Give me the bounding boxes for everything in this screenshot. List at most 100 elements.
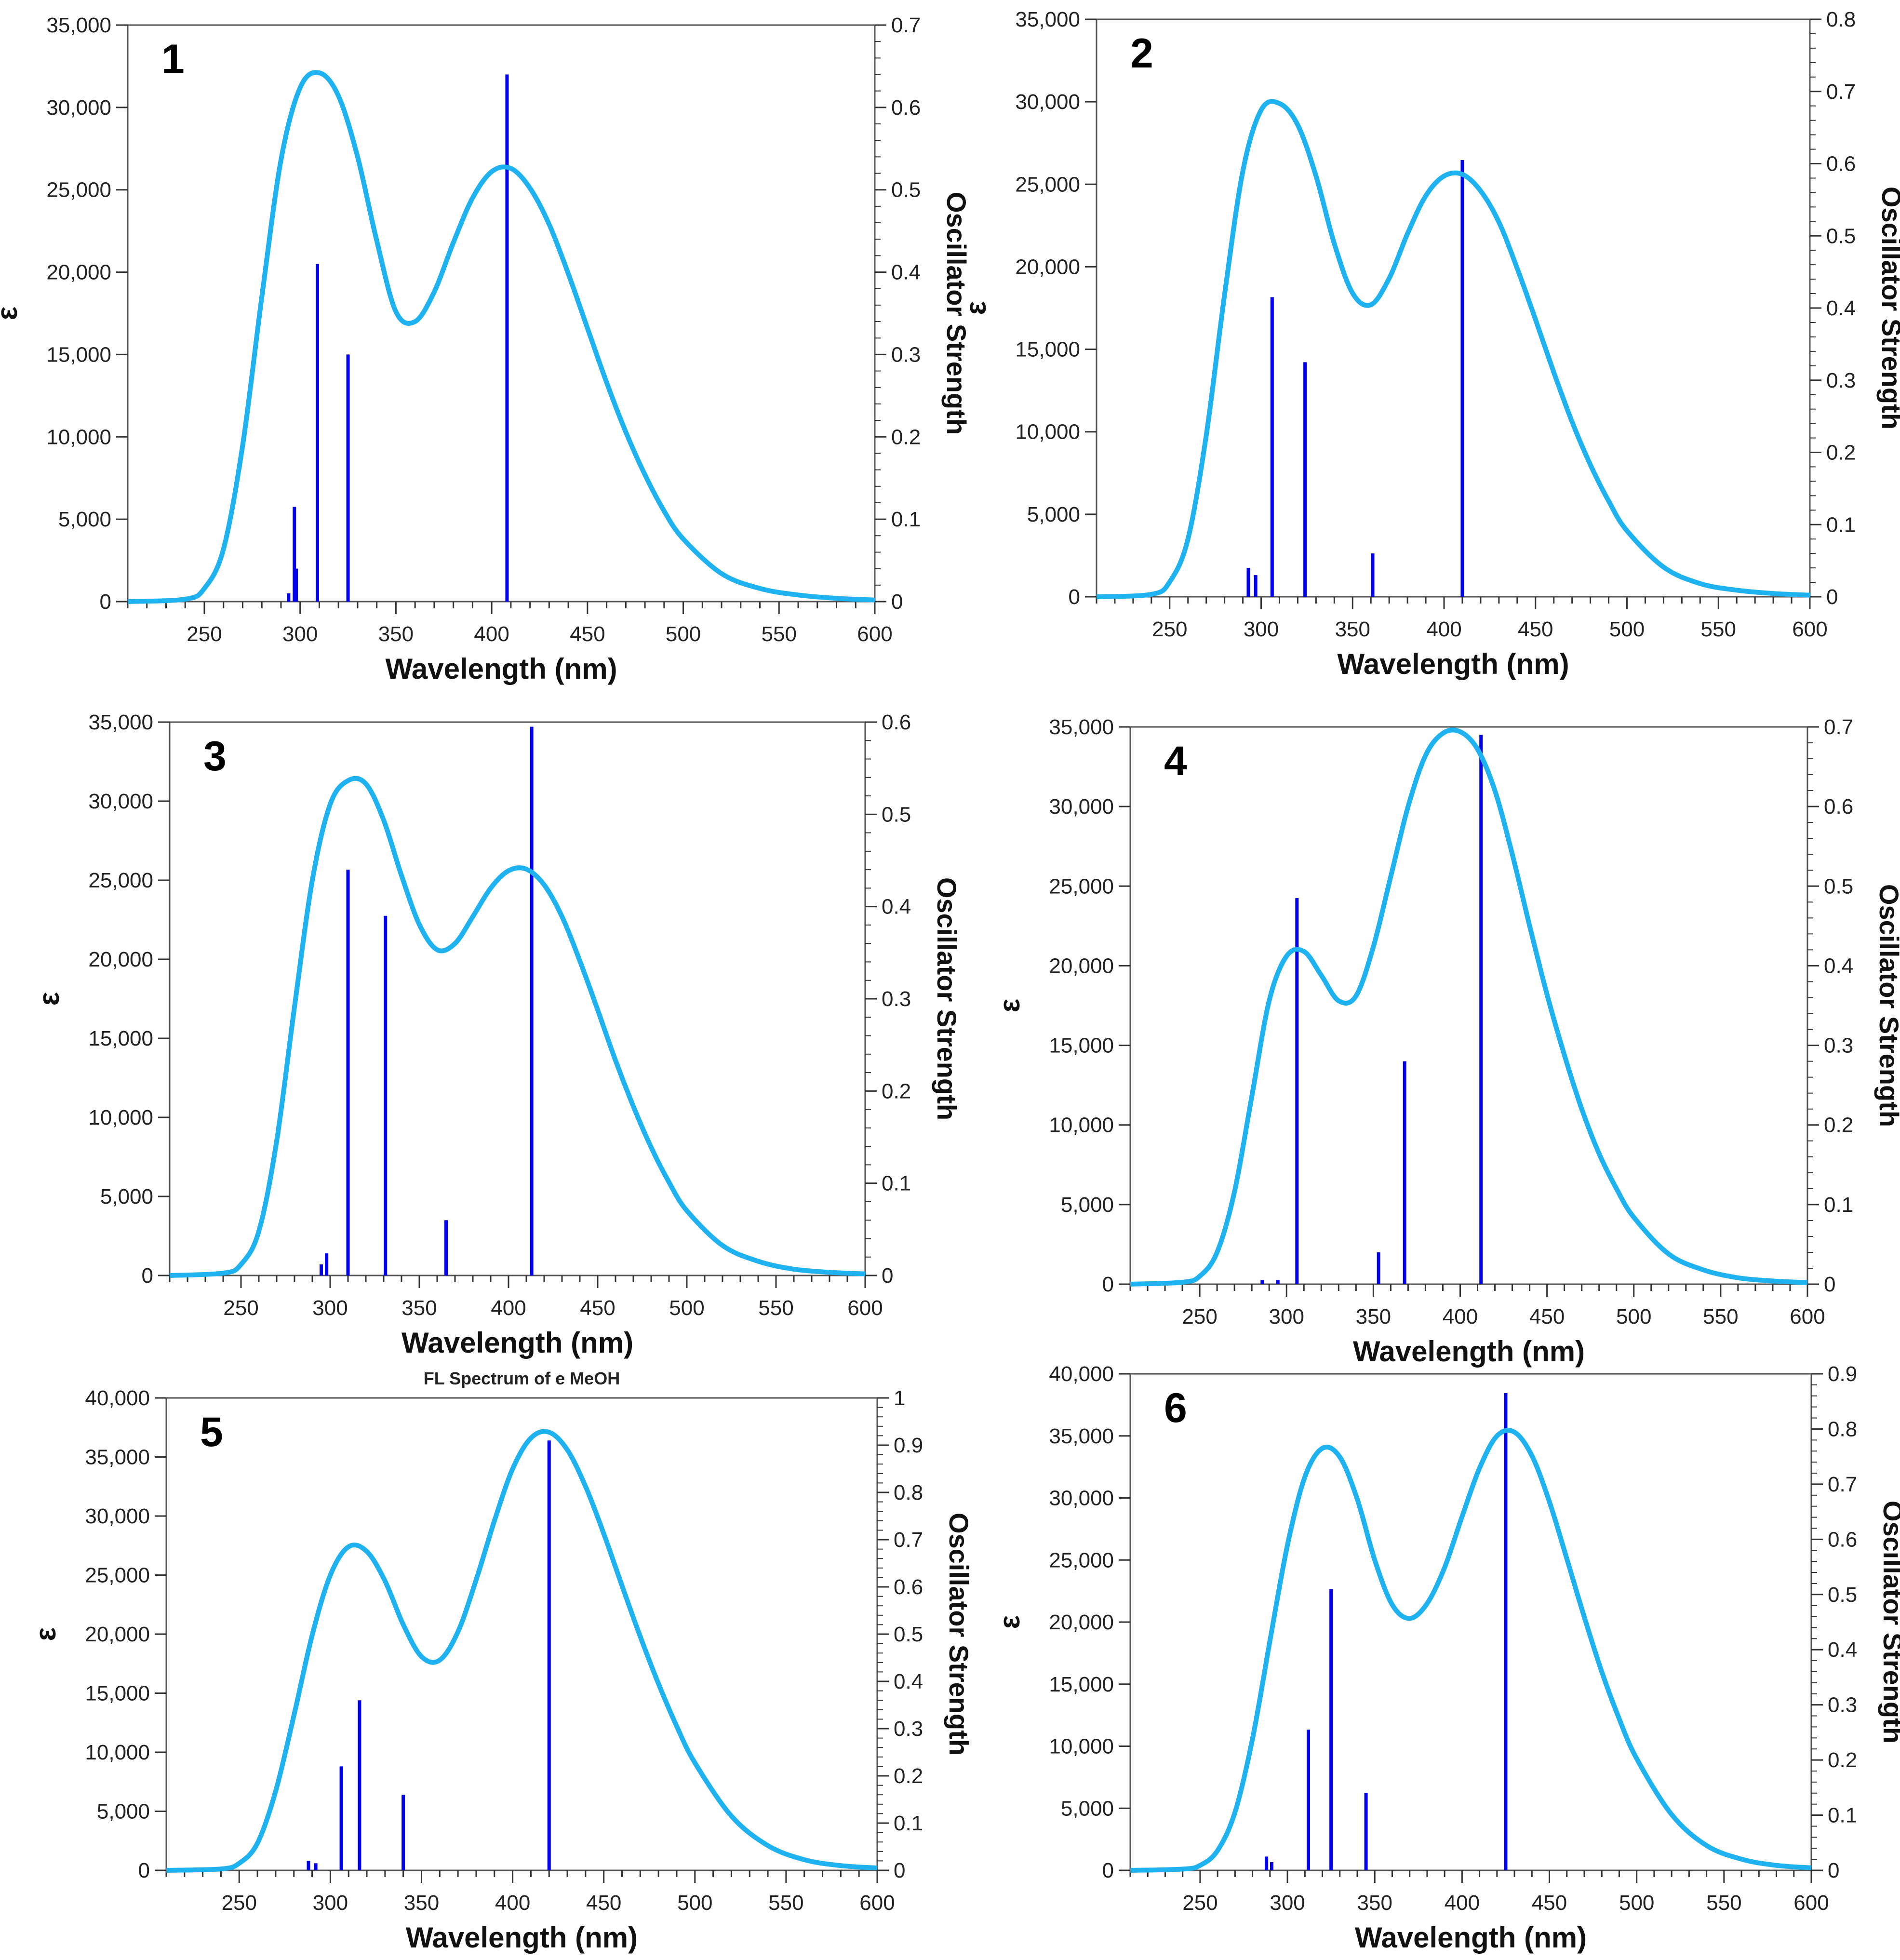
y2-tick-label: 0.1 bbox=[1824, 1193, 1853, 1217]
panel-label: 5 bbox=[200, 1409, 223, 1455]
x-tick-label: 450 bbox=[1532, 1891, 1567, 1915]
y2-tick-label: 0.2 bbox=[1824, 1114, 1853, 1137]
y2-tick-label: 0.1 bbox=[894, 1812, 923, 1835]
x-tick-label: 400 bbox=[1445, 1891, 1480, 1915]
y2-axis-title: Oscillator Strength bbox=[932, 877, 962, 1120]
y-tick-label: 15,000 bbox=[1015, 338, 1080, 362]
x-tick-label: 550 bbox=[1706, 1891, 1741, 1915]
y-tick-label: 25,000 bbox=[1049, 874, 1114, 898]
y-tick-label: 25,000 bbox=[88, 869, 153, 892]
epsilon-curve bbox=[127, 70, 875, 604]
oscillator-sticks bbox=[307, 1440, 551, 1870]
x-axis-title: Wavelength (nm) bbox=[401, 1327, 633, 1359]
plot-frame bbox=[127, 24, 876, 603]
y2-tick-label: 0.7 bbox=[894, 1528, 923, 1552]
plot-frame bbox=[1129, 1373, 1812, 1871]
y-tick-label: 5,000 bbox=[97, 1800, 150, 1824]
y-axis-title: ε bbox=[993, 1615, 1026, 1629]
y2-tick-label: 0.5 bbox=[882, 803, 911, 826]
x-axis-title: Wavelength (nm) bbox=[1355, 1921, 1587, 1954]
y-tick-label: 40,000 bbox=[85, 1386, 150, 1410]
x-tick-label: 300 bbox=[282, 622, 318, 646]
y-tick-label: 5,000 bbox=[1061, 1193, 1114, 1217]
y-tick-label: 30,000 bbox=[88, 790, 153, 813]
x-tick-label: 400 bbox=[1443, 1305, 1478, 1329]
x-tick-label: 500 bbox=[677, 1891, 712, 1915]
chart-title: FL Spectrum of e MeOH bbox=[424, 1369, 620, 1388]
y-tick-label: 5,000 bbox=[1027, 503, 1080, 526]
x-tick-label: 500 bbox=[1609, 618, 1645, 641]
y-tick-label: 30,000 bbox=[46, 96, 111, 120]
y-tick-label: 35,000 bbox=[88, 711, 153, 734]
y-tick-label: 15,000 bbox=[46, 343, 111, 366]
x-tick-label: 450 bbox=[570, 622, 605, 646]
epsilon-curve bbox=[1130, 1428, 1812, 1873]
y-tick-label: 30,000 bbox=[1015, 90, 1080, 114]
x-tick-label: 500 bbox=[669, 1296, 704, 1320]
y2-tick-label: 0.3 bbox=[1824, 1034, 1853, 1058]
epsilon-curve bbox=[166, 1429, 878, 1873]
x-tick-label: 250 bbox=[223, 1296, 258, 1320]
y2-tick-label: 0.9 bbox=[1828, 1362, 1857, 1386]
y2-axis-title: Oscillator Strength bbox=[944, 1513, 974, 1756]
y-tick-label: 20,000 bbox=[85, 1623, 150, 1646]
x-tick-label: 250 bbox=[1182, 1305, 1217, 1329]
y2-tick-label: 0.4 bbox=[1828, 1638, 1857, 1662]
y-tick-label: 10,000 bbox=[88, 1106, 153, 1129]
y-axis-title: ε bbox=[993, 999, 1026, 1012]
x-tick-label: 450 bbox=[1518, 618, 1553, 641]
x-tick-label: 400 bbox=[474, 622, 509, 646]
panel-label: 3 bbox=[203, 733, 227, 779]
x-tick-label: 600 bbox=[1792, 618, 1827, 641]
y2-tick-label: 0.4 bbox=[1824, 954, 1853, 978]
y2-tick-label: 0.6 bbox=[891, 96, 921, 120]
y2-tick-label: 0 bbox=[894, 1859, 905, 1882]
x-tick-label: 250 bbox=[1152, 618, 1187, 641]
y-tick-label: 5,000 bbox=[1061, 1797, 1114, 1820]
y-axis-title: ε bbox=[33, 992, 65, 1006]
y2-tick-label: 0.8 bbox=[894, 1481, 923, 1504]
y2-tick-label: 0 bbox=[891, 590, 903, 614]
y2-tick-label: 0.4 bbox=[894, 1670, 923, 1693]
x-tick-label: 500 bbox=[666, 622, 701, 646]
x-tick-label: 400 bbox=[491, 1296, 526, 1320]
y-tick-label: 35,000 bbox=[85, 1446, 150, 1469]
plot-frame bbox=[1096, 18, 1811, 598]
y2-tick-label: 0.3 bbox=[1826, 369, 1856, 392]
y-tick-label: 30,000 bbox=[1049, 1487, 1114, 1510]
y2-tick-label: 0.8 bbox=[1826, 8, 1856, 31]
y-tick-label: 25,000 bbox=[1015, 173, 1080, 196]
y-tick-label: 20,000 bbox=[1049, 954, 1114, 978]
x-tick-label: 350 bbox=[404, 1891, 439, 1915]
y2-tick-label: 0.1 bbox=[882, 1172, 911, 1195]
y2-tick-label: 0.4 bbox=[882, 895, 911, 919]
oscillator-sticks bbox=[320, 726, 534, 1275]
y2-tick-label: 0.7 bbox=[891, 13, 921, 37]
y-tick-label: 30,000 bbox=[1049, 795, 1114, 819]
y2-tick-label: 0.3 bbox=[1828, 1693, 1857, 1717]
y2-axis-title: Oscillator Strength bbox=[1878, 1501, 1900, 1744]
x-tick-label: 450 bbox=[586, 1891, 621, 1915]
x-tick-label: 500 bbox=[1619, 1891, 1654, 1915]
y2-tick-label: 0.2 bbox=[1826, 441, 1856, 465]
y-tick-label: 25,000 bbox=[1049, 1548, 1114, 1572]
y-tick-label: 10,000 bbox=[1049, 1114, 1114, 1137]
y-tick-label: 20,000 bbox=[88, 948, 153, 971]
y-tick-label: 20,000 bbox=[1049, 1611, 1114, 1634]
y-tick-label: 15,000 bbox=[1049, 1673, 1114, 1696]
x-tick-label: 300 bbox=[313, 1891, 348, 1915]
x-tick-label: 250 bbox=[222, 1891, 257, 1915]
y2-tick-label: 0.9 bbox=[894, 1434, 923, 1457]
chart-panel-2: 250 300 350 400 450 500 550 600 0 5,000 10,000 15,0… bbox=[960, 8, 1900, 680]
x-tick-label: 350 bbox=[1357, 1891, 1392, 1915]
oscillator-sticks bbox=[1265, 1393, 1508, 1870]
y-tick-label: 10,000 bbox=[46, 425, 111, 449]
y2-tick-label: 0.1 bbox=[891, 508, 921, 531]
y2-tick-label: 0.3 bbox=[894, 1717, 923, 1741]
y-tick-label: 20,000 bbox=[46, 261, 111, 284]
y2-tick-label: 0.5 bbox=[1828, 1583, 1857, 1607]
y-tick-label: 0 bbox=[1069, 585, 1080, 609]
y2-tick-label: 0.6 bbox=[1828, 1528, 1857, 1551]
x-tick-label: 600 bbox=[1790, 1305, 1825, 1329]
